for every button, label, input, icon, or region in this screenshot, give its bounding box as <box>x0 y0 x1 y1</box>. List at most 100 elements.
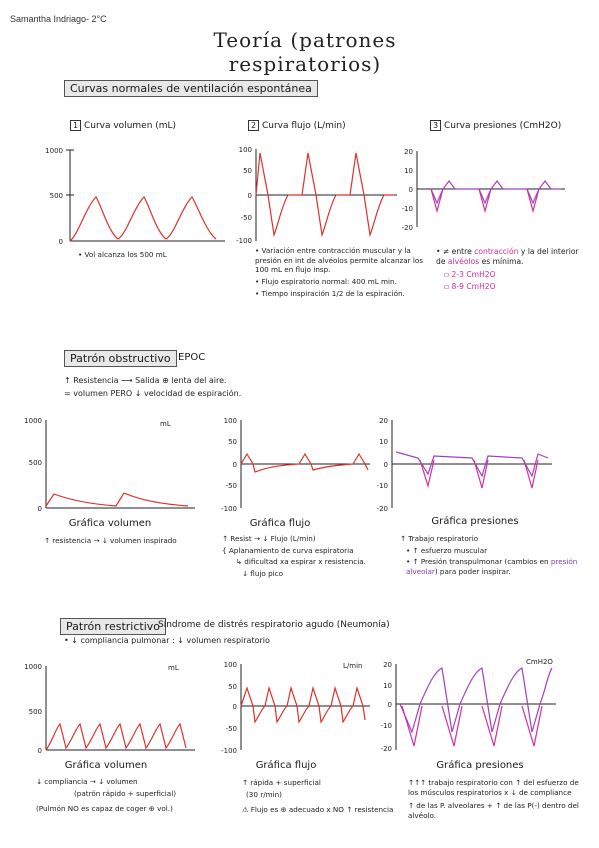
note-res-vol-3: (Pulmón NO es capaz de coger ⊕ vol.) <box>36 804 173 814</box>
tick-0: 0 <box>38 505 42 513</box>
tick-0: 0 <box>388 701 392 709</box>
note-obs-flow-1: ↑ Resist → ↓ Flujo (L/min) <box>222 534 316 543</box>
chart-label-pressure-text: Curva presiones (CmH2O) <box>443 121 562 131</box>
tick-1000: 1000 <box>24 417 42 425</box>
tick-1000: 1000 <box>45 147 63 155</box>
tick-0: 0 <box>384 461 388 469</box>
tick-0: 0 <box>248 192 252 200</box>
note-res-pr-1: ↑↑↑ trabajo respiratorio con ↑ del esfue… <box>408 778 579 797</box>
section-heading-obstructive: Patrón obstructivo <box>64 350 177 367</box>
section-tag-sdra: Síndrome de distrés respiratorio agudo (… <box>158 620 390 630</box>
note-pressure-contraction: contracción <box>474 247 519 256</box>
note-pressure-a: • ≠ entre <box>436 247 475 256</box>
tick-10: 10 <box>379 438 388 446</box>
tick-minus-100: -100 <box>221 505 237 513</box>
note-res-flow-2: (30 r/min) <box>246 789 282 799</box>
note-flow-1: • Variación entre contracción muscular y… <box>255 246 424 275</box>
note-obs-pr-alveolar: presión alveolar <box>406 557 578 577</box>
note-pressure-item-2: ▫ 8-9 CmH2O <box>444 281 496 291</box>
unit-ml: mL <box>160 420 171 428</box>
tick-minus-50: -50 <box>241 214 252 222</box>
tick-0: 0 <box>59 238 63 246</box>
note-res-pr-2: ↑ de las P. alveolares + ↑ de las P(-) d… <box>408 801 579 821</box>
section-tag-epoc: EPOC <box>178 352 206 363</box>
obstructive-line-1: ↑ Resistencia ⟶ Salida ⊕ lenta del aire. <box>64 376 227 385</box>
tick-minus-50: -50 <box>226 482 237 490</box>
volume-trace <box>69 196 217 242</box>
chart-normal-flow: 100 50 0 -50 -100 <box>236 146 397 245</box>
caption-restrictive-volume: Gráfica volumen <box>64 760 148 771</box>
tick-0: 0 <box>409 186 413 194</box>
chart-normal-volume: 1000 500 0 <box>45 147 225 246</box>
obstructive-line-2: = volumen PERO ↓ velocidad de espiración… <box>64 388 242 398</box>
tick-minus-100: -100 <box>221 747 237 755</box>
pressure-trace-1 <box>430 180 561 205</box>
chart-obstructive-flow: 100 50 0 -50 -100 <box>221 417 370 513</box>
pressure-trace-2 <box>419 459 539 489</box>
note-obs-flow-4: ↓ flujo pico <box>242 569 283 579</box>
note-res-vol-2: (patrón rápido + superficial) <box>74 788 177 798</box>
note-pressure-item-1: ▫ 2-3 CmH2O <box>444 269 496 279</box>
notes-pressure: • ≠ entre contracción y la del interior … <box>436 247 586 294</box>
chart-restrictive-pressure: 20 10 0 -10 -20 CmH2O <box>381 658 556 753</box>
flow-trace <box>240 685 366 724</box>
flow-trace <box>255 152 394 238</box>
note-volume: • Vol alcanza los 500 mL <box>78 250 167 259</box>
tick-minus-20: -20 <box>402 224 413 232</box>
chart-restrictive-volume: 1000 500 0 mL <box>24 663 195 755</box>
section-heading-normal: Curvas normales de ventilación espontáne… <box>64 80 318 97</box>
tick-100: 100 <box>224 417 237 425</box>
unit-lmin: L/min <box>343 662 362 670</box>
notes-flow: • Variación entre contracción muscular y… <box>255 246 435 301</box>
chart-label-volume: 1 Curva volumen (mL) <box>70 120 176 131</box>
note-res-flow-1: ↑ rápida + superficial <box>242 778 321 787</box>
note-obs-pr-3: • ↑ Presión transpulmonar (cambios en <box>406 557 551 567</box>
tick-500: 500 <box>50 192 63 200</box>
chart-label-flow-text: Curva flujo (L/min) <box>261 121 346 131</box>
tick-50: 50 <box>228 683 237 691</box>
tick-1000: 1000 <box>24 663 42 671</box>
tick-minus-20: -20 <box>377 505 388 513</box>
note-obs-flow-3: ↳ dificultad xa espirar x resistencia. <box>236 557 366 567</box>
caption-obstructive-flow: Gráfica flujo <box>249 518 311 529</box>
tick-minus-100: -100 <box>236 237 252 245</box>
note-res-flow-3: ⚠ Flujo es ⊕ adecuado x NO ↑ resistencia <box>242 805 394 815</box>
notes-obstructive-pressure: ↑ Trabajo respiratorio • ↑ esfuerzo musc… <box>400 534 590 579</box>
volume-trace <box>45 722 187 751</box>
chart-label-flow: 2 Curva flujo (L/min) <box>248 120 346 131</box>
tick-0: 0 <box>233 461 237 469</box>
notes-obstructive-flow: ↑ Resist → ↓ Flujo (L/min) { Aplanamient… <box>222 534 392 581</box>
tick-20: 20 <box>379 417 388 425</box>
unit-cmh2o: CmH2O <box>526 658 553 666</box>
chart-restrictive-flow: 100 50 0 -50 -100 L/min <box>221 661 370 755</box>
note-pressure-alveolos: alvéolos <box>447 257 480 267</box>
note-obstructive-volume: ↑ resistencia → ↓ volumen inspirado <box>44 536 177 545</box>
author-name: Samantha Indriago- 2°C <box>10 14 107 24</box>
section-heading-restrictive: Patrón restrictivo <box>60 618 166 635</box>
tick-500: 500 <box>29 708 42 716</box>
pressure-trace-2 <box>430 188 540 214</box>
tick-50: 50 <box>228 438 237 446</box>
chart-obstructive-volume: 1000 500 0 mL <box>24 417 195 513</box>
page-title: Teoría (patrones respiratorios) <box>213 28 397 76</box>
pressure-trace-1 <box>395 451 549 478</box>
note-obs-flow-2: { Aplanamiento de curva espiratoria <box>222 545 354 555</box>
note-pressure-c: y la del interior de <box>436 247 579 267</box>
notes-restrictive-flow: ↑ rápida + superficial (30 r/min) ⚠ Fluj… <box>242 778 412 817</box>
badge-1: 1 <box>70 120 82 131</box>
note-res-vol-1: ↓ compliancia → ↓ volumen <box>36 777 138 786</box>
tick-0: 0 <box>38 747 42 755</box>
note-obs-pr-5: ) para poder inspirar. <box>434 567 511 577</box>
pressure-trace-2 <box>401 705 543 747</box>
badge-3: 3 <box>430 120 442 131</box>
pressure-trace-1 <box>399 667 553 734</box>
tick-10: 10 <box>383 682 392 690</box>
tick-10: 10 <box>404 167 413 175</box>
notes-restrictive-pressure: ↑↑↑ trabajo respiratorio con ↑ del esfue… <box>408 778 588 823</box>
caption-obstructive-pressure: Gráfica presiones <box>431 516 519 527</box>
notes-restrictive-volume: ↓ compliancia → ↓ volumen (patrón rápido… <box>36 777 226 816</box>
tick-20: 20 <box>404 148 413 156</box>
flow-trace <box>240 452 369 473</box>
tick-minus-20: -20 <box>381 745 392 753</box>
obstructive-lines: ↑ Resistencia ⟶ Salida ⊕ lenta del aire.… <box>64 376 241 402</box>
